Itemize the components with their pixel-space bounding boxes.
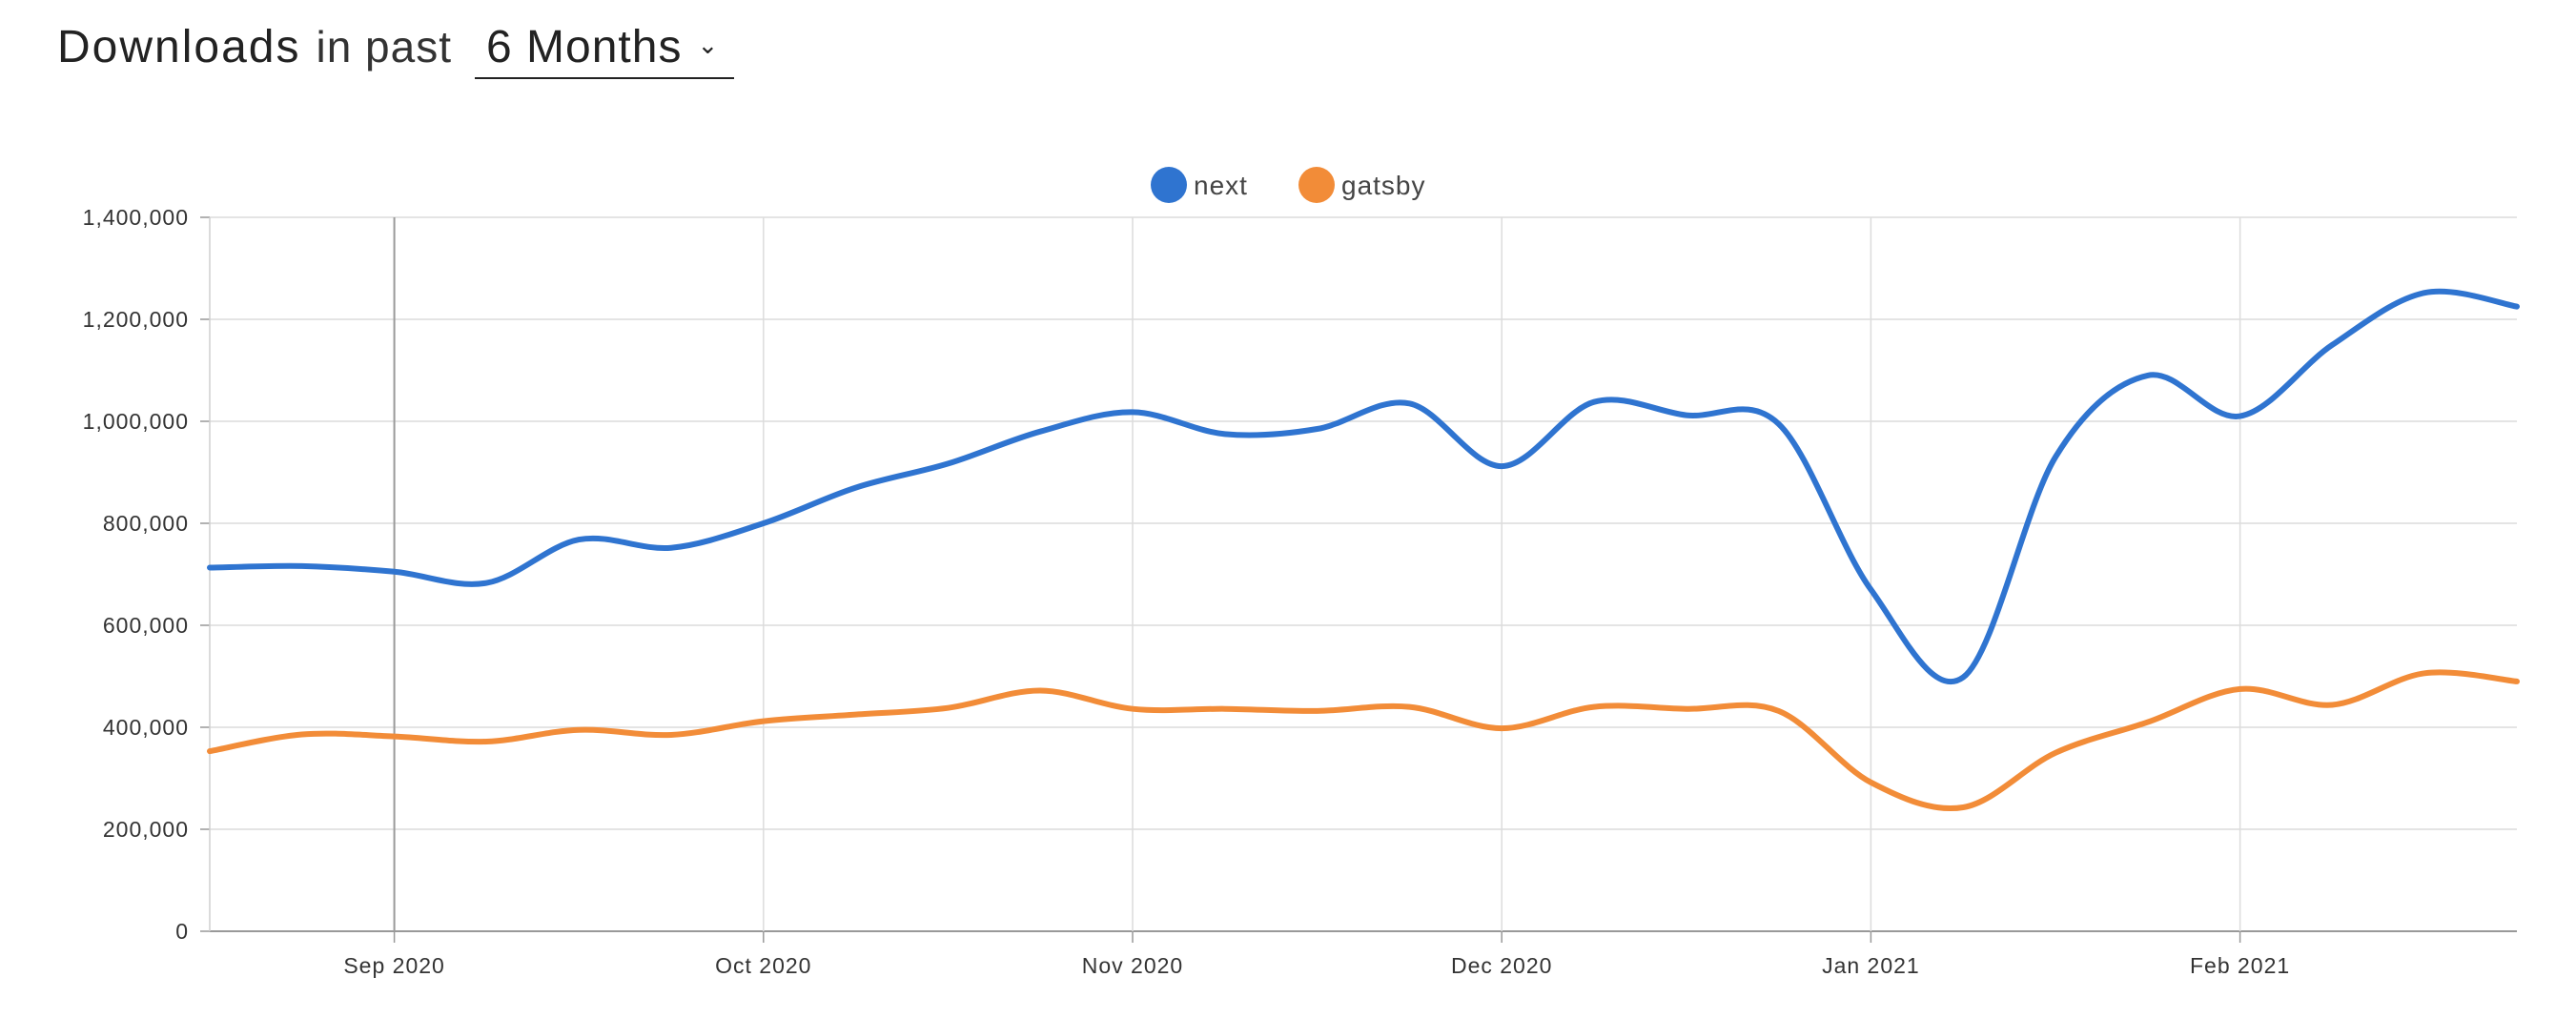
series-line-gatsby [207, 669, 2520, 811]
x-tick-label: Dec 2020 [1451, 953, 1552, 978]
series-line-next [207, 288, 2520, 685]
chart-legend: next gatsby [1151, 167, 1426, 203]
legend-label-next[interactable]: next [1194, 171, 1248, 200]
x-tick-label: Nov 2020 [1082, 953, 1183, 978]
series-layer [207, 288, 2520, 811]
y-tick-label: 400,000 [103, 715, 189, 740]
x-tick-label: Jan 2021 [1822, 953, 1920, 978]
downloads-header: Downloads in past 6 Months ⌄ [57, 21, 735, 79]
axis-layer: 0 200,000 400,000 600,000 800,000 1,000,000 1,… [83, 205, 2290, 978]
y-tick-label: 600,000 [103, 613, 189, 638]
chevron-down-icon: ⌄ [697, 31, 720, 59]
y-tick-label: 200,000 [103, 817, 189, 842]
x-tick-label: Sep 2020 [343, 953, 444, 978]
grid-layer [210, 216, 2517, 932]
y-tick-label: 1,400,000 [83, 205, 189, 230]
x-tick-label: Oct 2020 [715, 953, 811, 978]
x-tick-label: Feb 2021 [2190, 953, 2290, 978]
legend-label-gatsby[interactable]: gatsby [1341, 171, 1426, 200]
time-range-label: 6 Months [486, 22, 683, 72]
y-tick-label: 0 [175, 919, 189, 944]
legend-marker-gatsby [1298, 167, 1335, 203]
y-tick-label: 800,000 [103, 511, 189, 536]
header-title: Downloads [57, 22, 301, 72]
legend-marker-next [1151, 167, 1187, 203]
header-subtitle: in past [316, 22, 452, 71]
y-tick-label: 1,200,000 [83, 307, 189, 332]
y-tick-label: 1,000,000 [83, 409, 189, 434]
time-range-dropdown[interactable]: 6 Months ⌄ [475, 21, 735, 79]
